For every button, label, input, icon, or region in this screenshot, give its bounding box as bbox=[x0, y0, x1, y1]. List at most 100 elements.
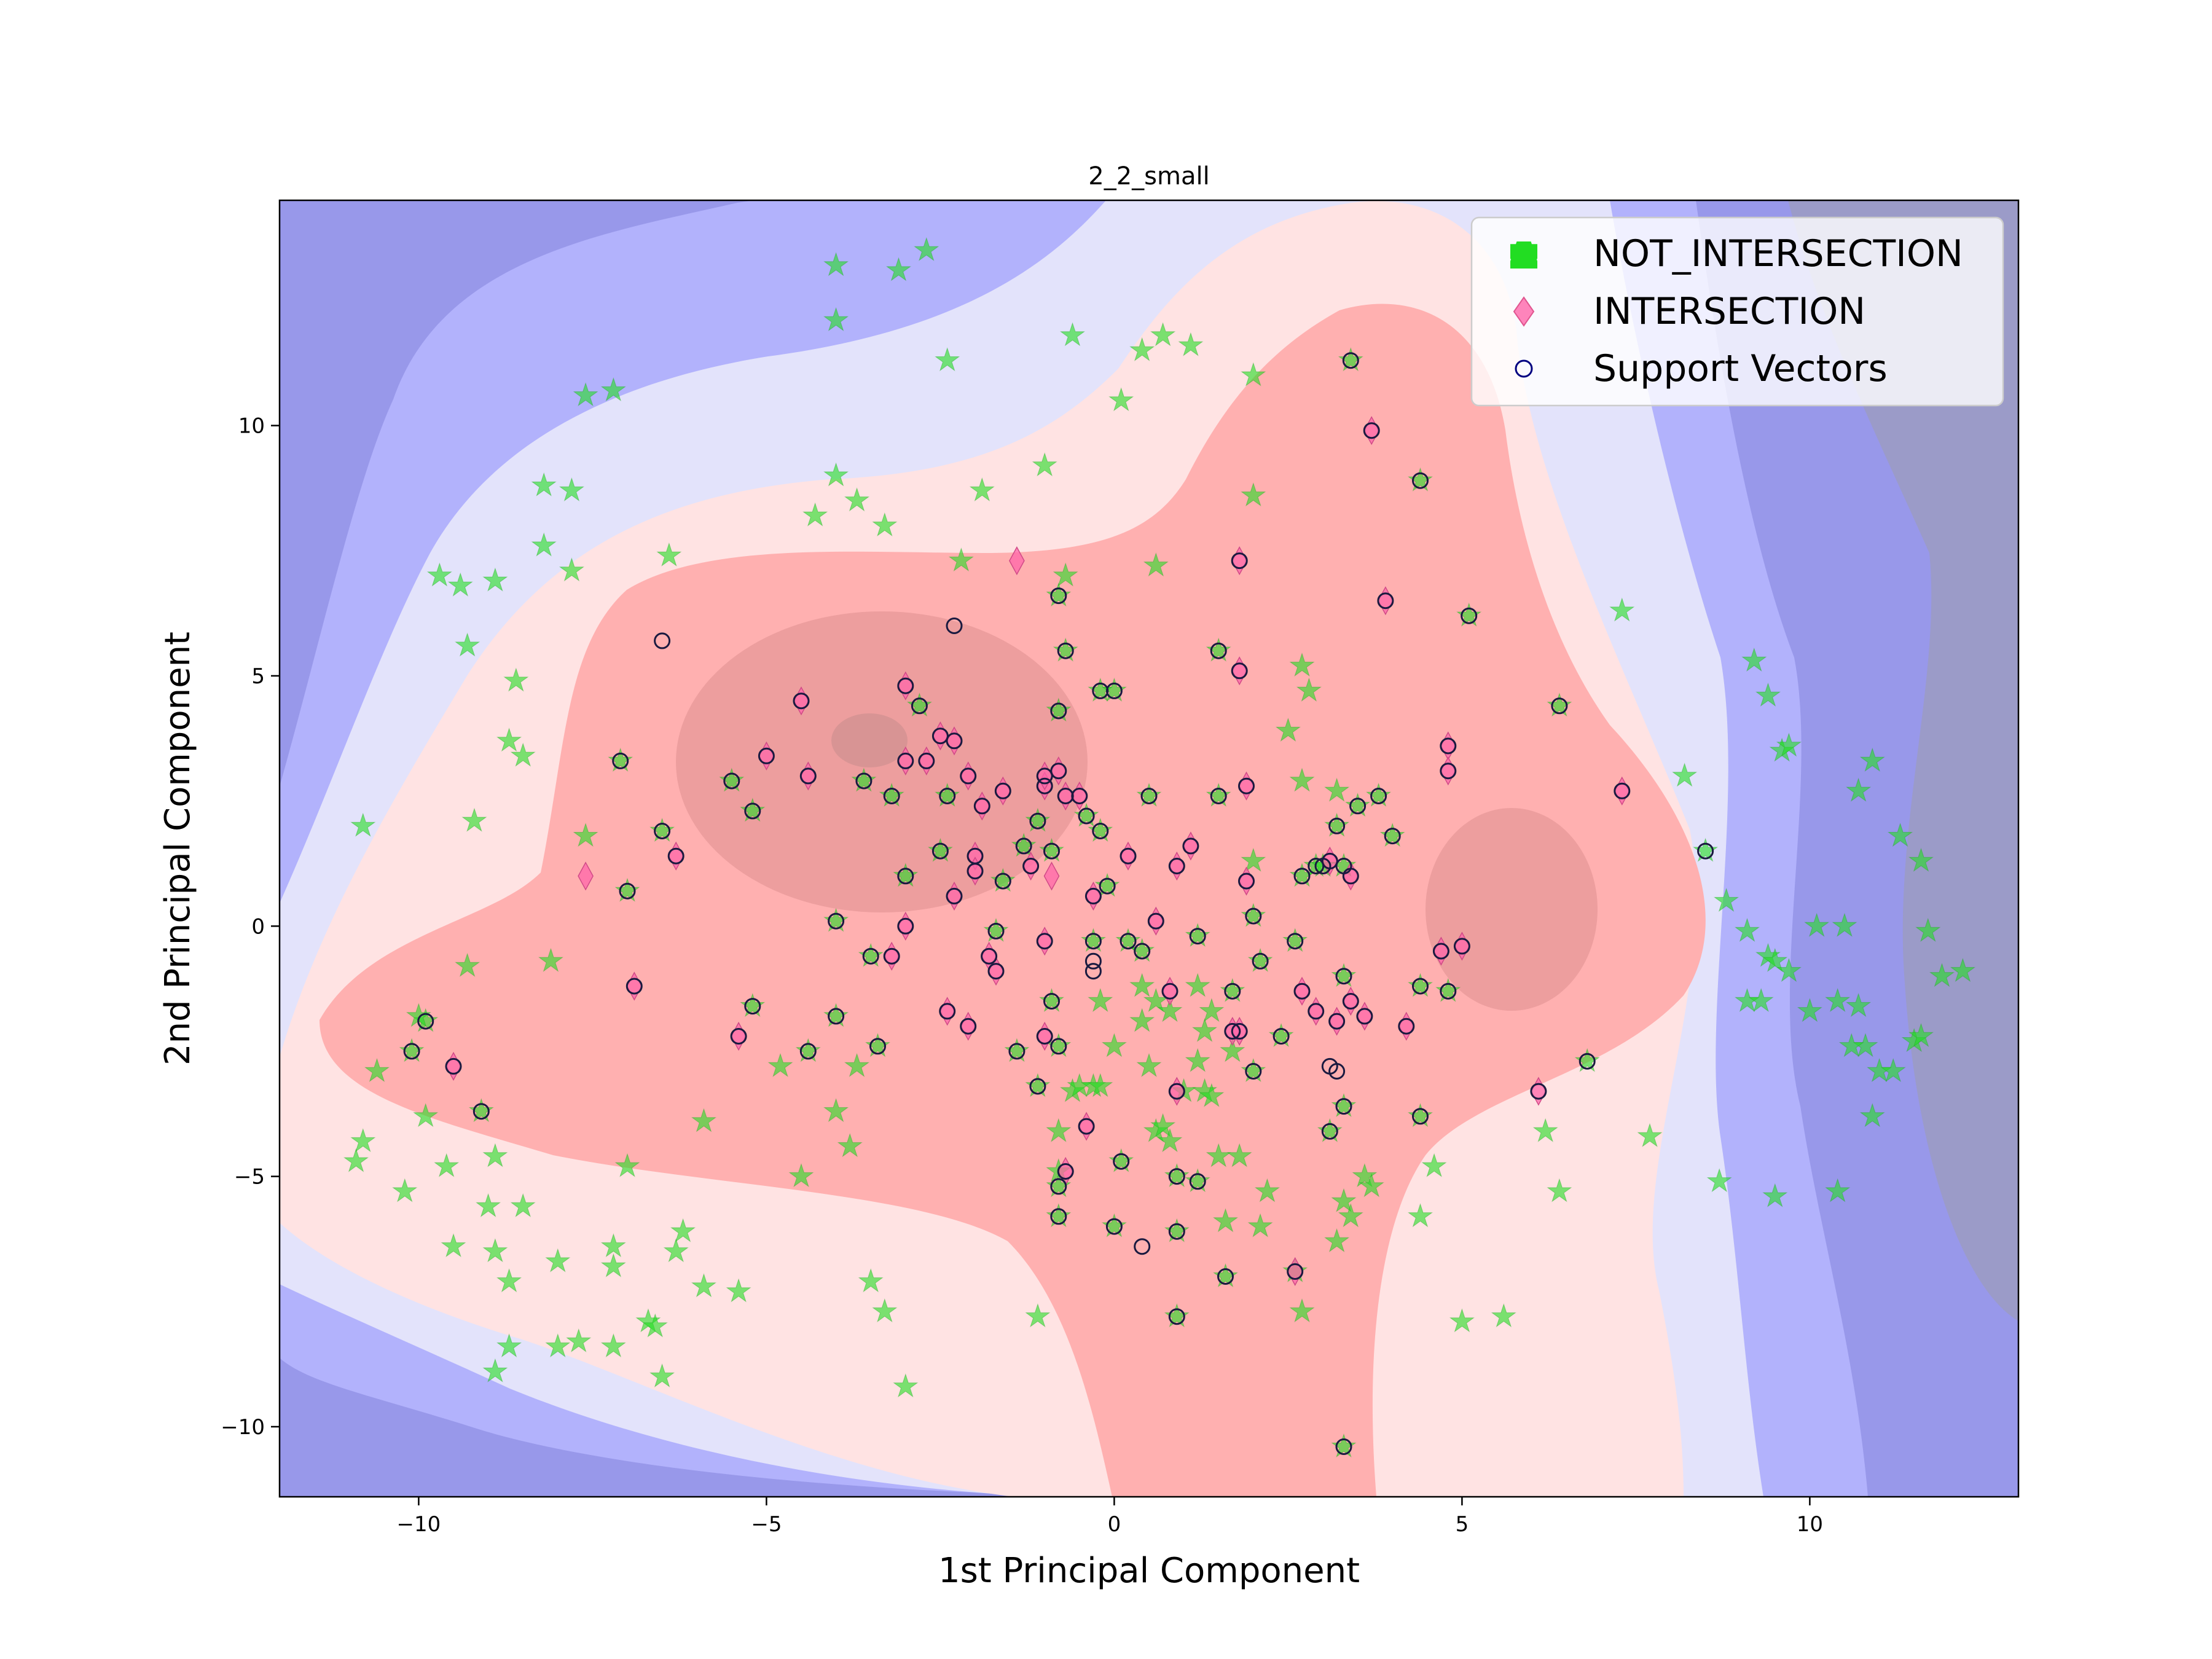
not-intersection-point bbox=[1407, 467, 1433, 492]
not-intersection-point bbox=[1637, 1123, 1663, 1147]
not-intersection-point bbox=[1136, 1053, 1162, 1077]
y-tick-label: −5 bbox=[234, 1165, 265, 1190]
x-axis-ticks: −10 −5 0 5 10 bbox=[397, 1497, 1823, 1537]
not-intersection-point bbox=[990, 868, 1016, 892]
not-intersection-point bbox=[691, 1108, 717, 1132]
data-markers bbox=[343, 237, 1976, 1458]
support-vector-point bbox=[1551, 697, 1568, 715]
not-intersection-point bbox=[1108, 1148, 1134, 1172]
support-vector-point bbox=[1384, 828, 1401, 845]
not-intersection-point bbox=[1241, 362, 1266, 386]
support-vector-point bbox=[1050, 702, 1067, 720]
not-intersection-point bbox=[649, 1363, 675, 1388]
not-intersection-point bbox=[364, 1057, 390, 1083]
not-intersection-point bbox=[1693, 837, 1719, 862]
not-intersection-point bbox=[885, 257, 912, 281]
not-intersection-point bbox=[1143, 552, 1169, 577]
not-intersection-point bbox=[1199, 998, 1225, 1022]
not-intersection-point bbox=[1220, 1038, 1245, 1062]
support-vector-point bbox=[1078, 807, 1095, 825]
support-vector-point bbox=[1238, 777, 1255, 794]
support-vector-point bbox=[1113, 1153, 1130, 1170]
support-vector-point bbox=[1412, 1108, 1429, 1125]
not-intersection-point bbox=[350, 1128, 376, 1153]
support-vector-point bbox=[1273, 1028, 1290, 1045]
legend-item-intersection[interactable]: INTERSECTION bbox=[1513, 290, 1865, 333]
not-intersection-point bbox=[823, 462, 849, 487]
not-intersection-point bbox=[1838, 1033, 1864, 1057]
not-intersection-point bbox=[510, 742, 536, 767]
not-intersection-point bbox=[906, 692, 933, 717]
support-vector-point bbox=[1370, 788, 1387, 804]
not-intersection-point bbox=[1435, 978, 1461, 1002]
not-intersection-point bbox=[531, 472, 557, 496]
not-intersection-point bbox=[1915, 917, 1941, 942]
x-tick-label: 10 bbox=[1797, 1512, 1823, 1537]
support-vector-point bbox=[1293, 868, 1311, 885]
y-tick-label: 0 bbox=[251, 914, 265, 939]
support-vector-point bbox=[897, 868, 914, 885]
support-vector-point bbox=[1084, 952, 1102, 970]
not-intersection-point bbox=[927, 837, 953, 862]
not-intersection-point bbox=[1011, 833, 1037, 857]
contour-red-darker-left bbox=[831, 713, 908, 767]
legend-item-not-intersection[interactable]: NOT_INTERSECTION bbox=[1511, 232, 1963, 275]
not-intersection-point bbox=[1241, 903, 1266, 927]
not-intersection-point bbox=[538, 947, 564, 972]
not-intersection-point bbox=[788, 1163, 814, 1188]
not-intersection-point bbox=[1185, 922, 1210, 947]
support-vector-point bbox=[1168, 858, 1185, 874]
support-vector-point bbox=[1252, 952, 1269, 970]
not-intersection-point bbox=[1212, 1208, 1239, 1233]
support-vector-point bbox=[799, 767, 817, 785]
support-vector-point bbox=[1182, 837, 1199, 855]
not-intersection-point bbox=[1289, 652, 1315, 677]
not-intersection-point bbox=[1025, 807, 1051, 832]
support-vector-point bbox=[1293, 982, 1311, 1000]
support-vector-point bbox=[619, 882, 636, 900]
support-vector-point bbox=[911, 697, 928, 715]
legend-diamond-icon bbox=[1513, 296, 1535, 327]
not-intersection-point bbox=[1004, 1038, 1030, 1062]
contour-red bbox=[320, 304, 1706, 1497]
not-intersection-point bbox=[893, 863, 919, 887]
not-intersection-point bbox=[1762, 947, 1788, 972]
not-intersection-point bbox=[614, 877, 640, 902]
not-intersection-point bbox=[441, 1233, 466, 1258]
not-intersection-point bbox=[1241, 1057, 1266, 1083]
support-vector-point bbox=[1224, 1022, 1241, 1040]
not-intersection-point bbox=[1365, 782, 1392, 807]
support-vector-point bbox=[417, 1013, 434, 1030]
support-vector-point bbox=[855, 772, 873, 790]
support-vector-point bbox=[1057, 642, 1074, 659]
not-intersection-point bbox=[1407, 1103, 1433, 1128]
not-intersection-point bbox=[434, 1153, 460, 1177]
support-vector-point bbox=[1342, 352, 1359, 369]
not-intersection-point bbox=[726, 1278, 751, 1303]
legend-item-support-vectors[interactable]: Support Vectors bbox=[1515, 347, 1888, 390]
support-vector-point bbox=[1440, 737, 1457, 755]
contour-blue-dark-right bbox=[1788, 200, 2018, 1321]
not-intersection-point bbox=[1080, 928, 1107, 952]
not-intersection-point bbox=[1407, 1203, 1433, 1228]
not-intersection-point bbox=[503, 667, 529, 692]
not-intersection-point bbox=[455, 952, 480, 977]
not-intersection-point bbox=[879, 782, 904, 807]
not-intersection-point bbox=[1832, 912, 1857, 937]
not-intersection-point bbox=[795, 1038, 821, 1062]
support-vector-point bbox=[1461, 607, 1478, 624]
not-intersection-point bbox=[1762, 1183, 1788, 1207]
not-intersection-point bbox=[1449, 1308, 1475, 1333]
legend[interactable]: NOT_INTERSECTION INTERSECTION Support Ve… bbox=[1470, 216, 2004, 407]
support-vector-point bbox=[403, 1043, 420, 1060]
support-vector-point bbox=[862, 947, 879, 965]
not-intersection-point bbox=[461, 807, 487, 832]
support-vector-point bbox=[1036, 933, 1053, 950]
not-intersection-point bbox=[545, 1248, 571, 1273]
support-vector-point bbox=[654, 823, 671, 839]
not-intersection-point bbox=[1101, 677, 1127, 702]
support-vector-point bbox=[1440, 763, 1457, 780]
not-intersection-point bbox=[1359, 1173, 1384, 1198]
support-vector-point bbox=[612, 752, 629, 769]
